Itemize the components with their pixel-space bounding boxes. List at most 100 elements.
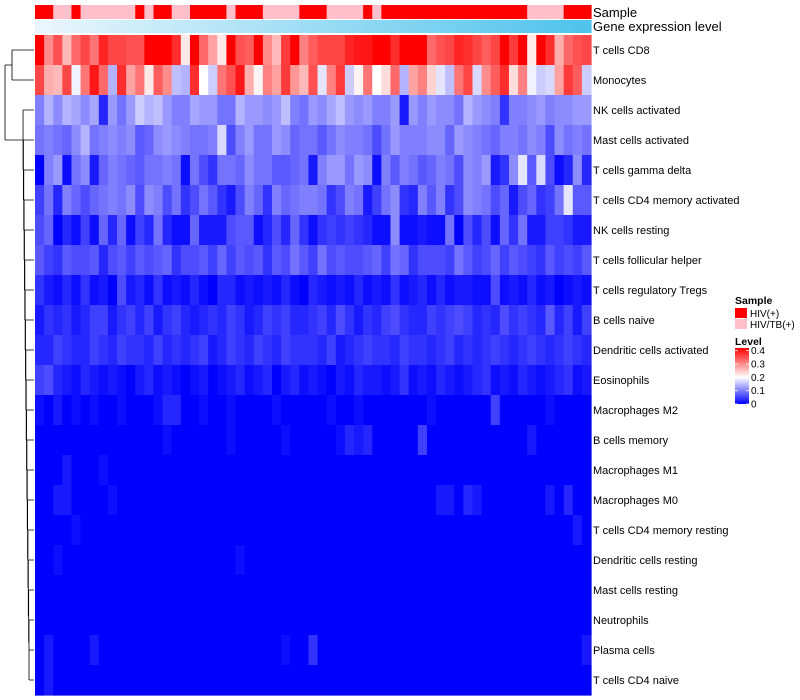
heatmap-cell (189, 455, 200, 486)
heatmap-cell (153, 575, 164, 606)
heatmap-cell (472, 575, 483, 606)
heatmap-cell (354, 215, 364, 246)
gene-annotation-cell (554, 20, 565, 33)
heatmap-cell (162, 95, 173, 126)
gene-annotation-cell (299, 20, 310, 33)
heatmap-cell (445, 575, 455, 606)
heatmap-cell (89, 125, 100, 156)
heatmap-cell (335, 125, 346, 156)
heatmap-cell (162, 635, 173, 666)
heatmap-cell (335, 395, 346, 426)
heatmap-cell (126, 125, 136, 156)
heatmap-cell (527, 185, 537, 216)
heatmap-cell (454, 65, 464, 96)
heatmap-cell (536, 215, 547, 246)
heatmap-cell (98, 215, 109, 246)
heatmap-cell (290, 515, 300, 546)
heatmap-cell (153, 275, 164, 306)
heatmap-cell (454, 515, 464, 546)
heatmap-cell (208, 665, 218, 696)
heatmap-cell (417, 515, 428, 546)
heatmap-cell (162, 155, 173, 186)
heatmap-cell (372, 485, 382, 516)
heatmap-cell (372, 95, 382, 126)
heatmap-cell (563, 365, 574, 396)
heatmap-cell (262, 455, 273, 486)
heatmap-cell (153, 185, 164, 216)
gene-annotation-cell (581, 20, 592, 33)
sample-annotation-cell (80, 5, 91, 19)
gene-annotation-cell (107, 20, 118, 33)
heatmap-cell (217, 335, 228, 366)
heatmap-cell (545, 455, 556, 486)
heatmap-cell (180, 515, 191, 546)
heatmap-cell (117, 335, 127, 366)
heatmap-cell (454, 605, 464, 636)
gene-annotation-cell (436, 20, 446, 33)
heatmap-cell (71, 515, 82, 546)
heatmap-cell (126, 665, 136, 696)
heatmap-cell (144, 155, 155, 186)
heatmap-cell (490, 125, 501, 156)
heatmap-cell (390, 365, 401, 396)
heatmap-cell (508, 185, 519, 216)
heatmap-cell (308, 575, 319, 606)
heatmap-cell (508, 215, 519, 246)
gene-annotation-cell (326, 20, 337, 33)
heatmap-cell (408, 635, 419, 666)
heatmap-cell (408, 485, 419, 516)
heatmap-cell (518, 65, 528, 96)
heatmap-cell (344, 575, 355, 606)
heatmap-cell (445, 395, 455, 426)
heatmap-cell (408, 545, 419, 576)
heatmap-cell (508, 425, 519, 456)
gene-annotation-cell (354, 20, 364, 33)
heatmap-cell (363, 515, 373, 546)
heatmap-cell (417, 305, 428, 336)
heatmap-cell (426, 365, 437, 396)
heatmap-cell (426, 65, 437, 96)
heatmap-cell (308, 335, 319, 366)
heatmap-cell (189, 245, 200, 276)
heatmap-cell (144, 305, 155, 336)
heatmap-cell (53, 635, 63, 666)
heatmap-cell (199, 275, 209, 306)
heatmap-cell (354, 515, 364, 546)
heatmap-cell (299, 665, 310, 696)
heatmap-cell (354, 545, 364, 576)
heatmap-cell (518, 395, 528, 426)
heatmap-cell (253, 425, 264, 456)
heatmap-cell (390, 95, 401, 126)
heatmap-cell (344, 605, 355, 636)
heatmap-cell (208, 365, 218, 396)
heatmap-cell (35, 95, 45, 126)
heatmap-cell (62, 665, 73, 696)
heatmap-cell (499, 335, 510, 366)
heatmap-cell (135, 455, 145, 486)
heatmap-cell (554, 605, 565, 636)
heatmap-cell (499, 635, 510, 666)
heatmap-cell (299, 395, 310, 426)
heatmap-cell (44, 215, 54, 246)
heatmap-cell (472, 635, 483, 666)
heatmap-cell (171, 425, 182, 456)
heatmap-cell (117, 425, 127, 456)
heatmap-cell (536, 155, 547, 186)
heatmap-cell (226, 635, 237, 666)
heatmap-cell (262, 125, 273, 156)
gene-annotation-cell (53, 20, 63, 33)
heatmap-cell (554, 425, 565, 456)
heatmap-cell (317, 365, 328, 396)
heatmap-cell (98, 545, 109, 576)
heatmap-cell (253, 275, 264, 306)
heatmap-cell (354, 485, 364, 516)
heatmap-cell (572, 275, 583, 306)
heatmap-cell (290, 365, 300, 396)
heatmap-cell (408, 35, 419, 66)
heatmap-cell (581, 245, 592, 276)
heatmap-cell (253, 215, 264, 246)
heatmap-cell (135, 215, 145, 246)
heatmap-cell (527, 365, 537, 396)
legend-swatch (735, 319, 747, 329)
heatmap-cell (472, 605, 483, 636)
